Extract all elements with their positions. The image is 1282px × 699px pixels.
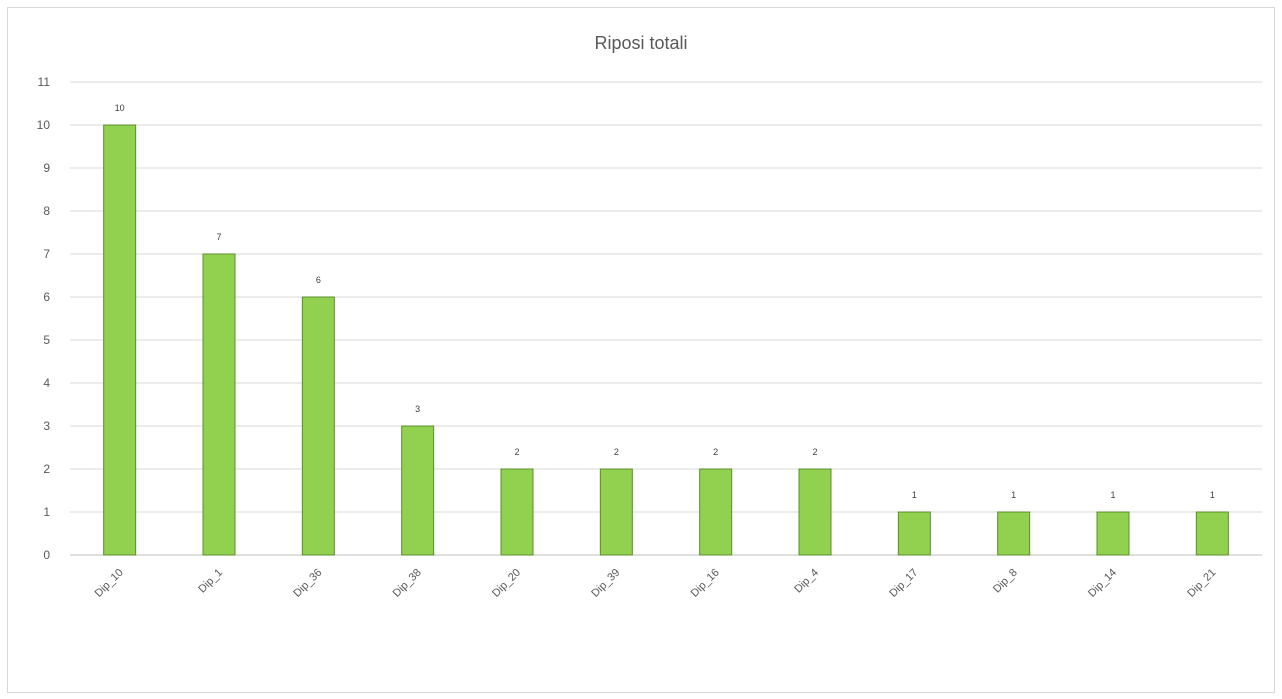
data-labels: 10 7 6 3 2 2 2 2 1 1 1 1: [115, 103, 1215, 500]
chart-title: Riposi totali: [594, 33, 687, 53]
bar-dip-14: [1096, 511, 1130, 556]
y-tick-label: 7: [43, 247, 50, 261]
bar-dip-39: [599, 468, 633, 556]
data-label: 1: [912, 490, 917, 500]
bar-dip-20: [500, 468, 534, 556]
bar-dip-1: [202, 253, 236, 556]
x-tick-label: Dip_20: [490, 567, 523, 600]
x-tick-label: Dip_36: [291, 567, 324, 600]
x-tick-label: Dip_39: [589, 567, 622, 600]
data-label: 3: [415, 404, 420, 414]
y-tick-label: 2: [43, 462, 50, 476]
y-tick-label: 10: [37, 118, 51, 132]
bars: [103, 124, 1229, 556]
data-label: 1: [1210, 490, 1215, 500]
y-tick-label: 6: [43, 290, 50, 304]
data-label: 6: [316, 275, 321, 285]
y-tick-label: 3: [43, 419, 50, 433]
data-label: 1: [1011, 490, 1016, 500]
x-tick-label: Dip_38: [391, 567, 424, 600]
y-tick-label: 1: [43, 505, 50, 519]
x-tick-label: Dip_8: [991, 567, 1020, 596]
x-tick-label: Dip_14: [1086, 567, 1119, 600]
bar-dip-21: [1195, 511, 1229, 556]
bar-dip-10: [103, 124, 137, 556]
x-tick-label: Dip_21: [1185, 567, 1218, 600]
y-axis-ticks: 0 1 2 3 4 5 6 7 8 9 10 11: [37, 75, 51, 562]
gridlines: [70, 81, 1262, 556]
y-tick-label: 4: [43, 376, 50, 390]
bar-dip-17: [897, 511, 931, 556]
y-tick-label: 5: [43, 333, 50, 347]
data-label: 1: [1110, 490, 1115, 500]
bar-dip-8: [997, 511, 1031, 556]
data-label: 2: [713, 447, 718, 457]
x-tick-label: Dip_4: [792, 567, 821, 596]
data-label: 10: [115, 103, 125, 113]
bar-dip-4: [798, 468, 832, 556]
x-tick-label: Dip_16: [689, 567, 722, 600]
y-tick-label: 0: [43, 548, 50, 562]
bar-dip-36: [301, 296, 335, 556]
data-label: 7: [216, 232, 221, 242]
bar-dip-16: [699, 468, 733, 556]
bar-dip-38: [401, 425, 435, 556]
data-label: 2: [514, 447, 519, 457]
x-tick-label: Dip_10: [93, 567, 126, 600]
x-axis-ticks: Dip_10 Dip_1 Dip_36 Dip_38 Dip_20 Dip_39 Dip_1…: [93, 567, 1219, 600]
x-tick-label: Dip_1: [196, 567, 225, 596]
data-label: 2: [614, 447, 619, 457]
data-label: 2: [812, 447, 817, 457]
y-tick-label: 8: [43, 204, 50, 218]
y-tick-label: 11: [38, 75, 51, 89]
y-tick-label: 9: [43, 161, 50, 175]
x-tick-label: Dip_17: [887, 567, 920, 600]
